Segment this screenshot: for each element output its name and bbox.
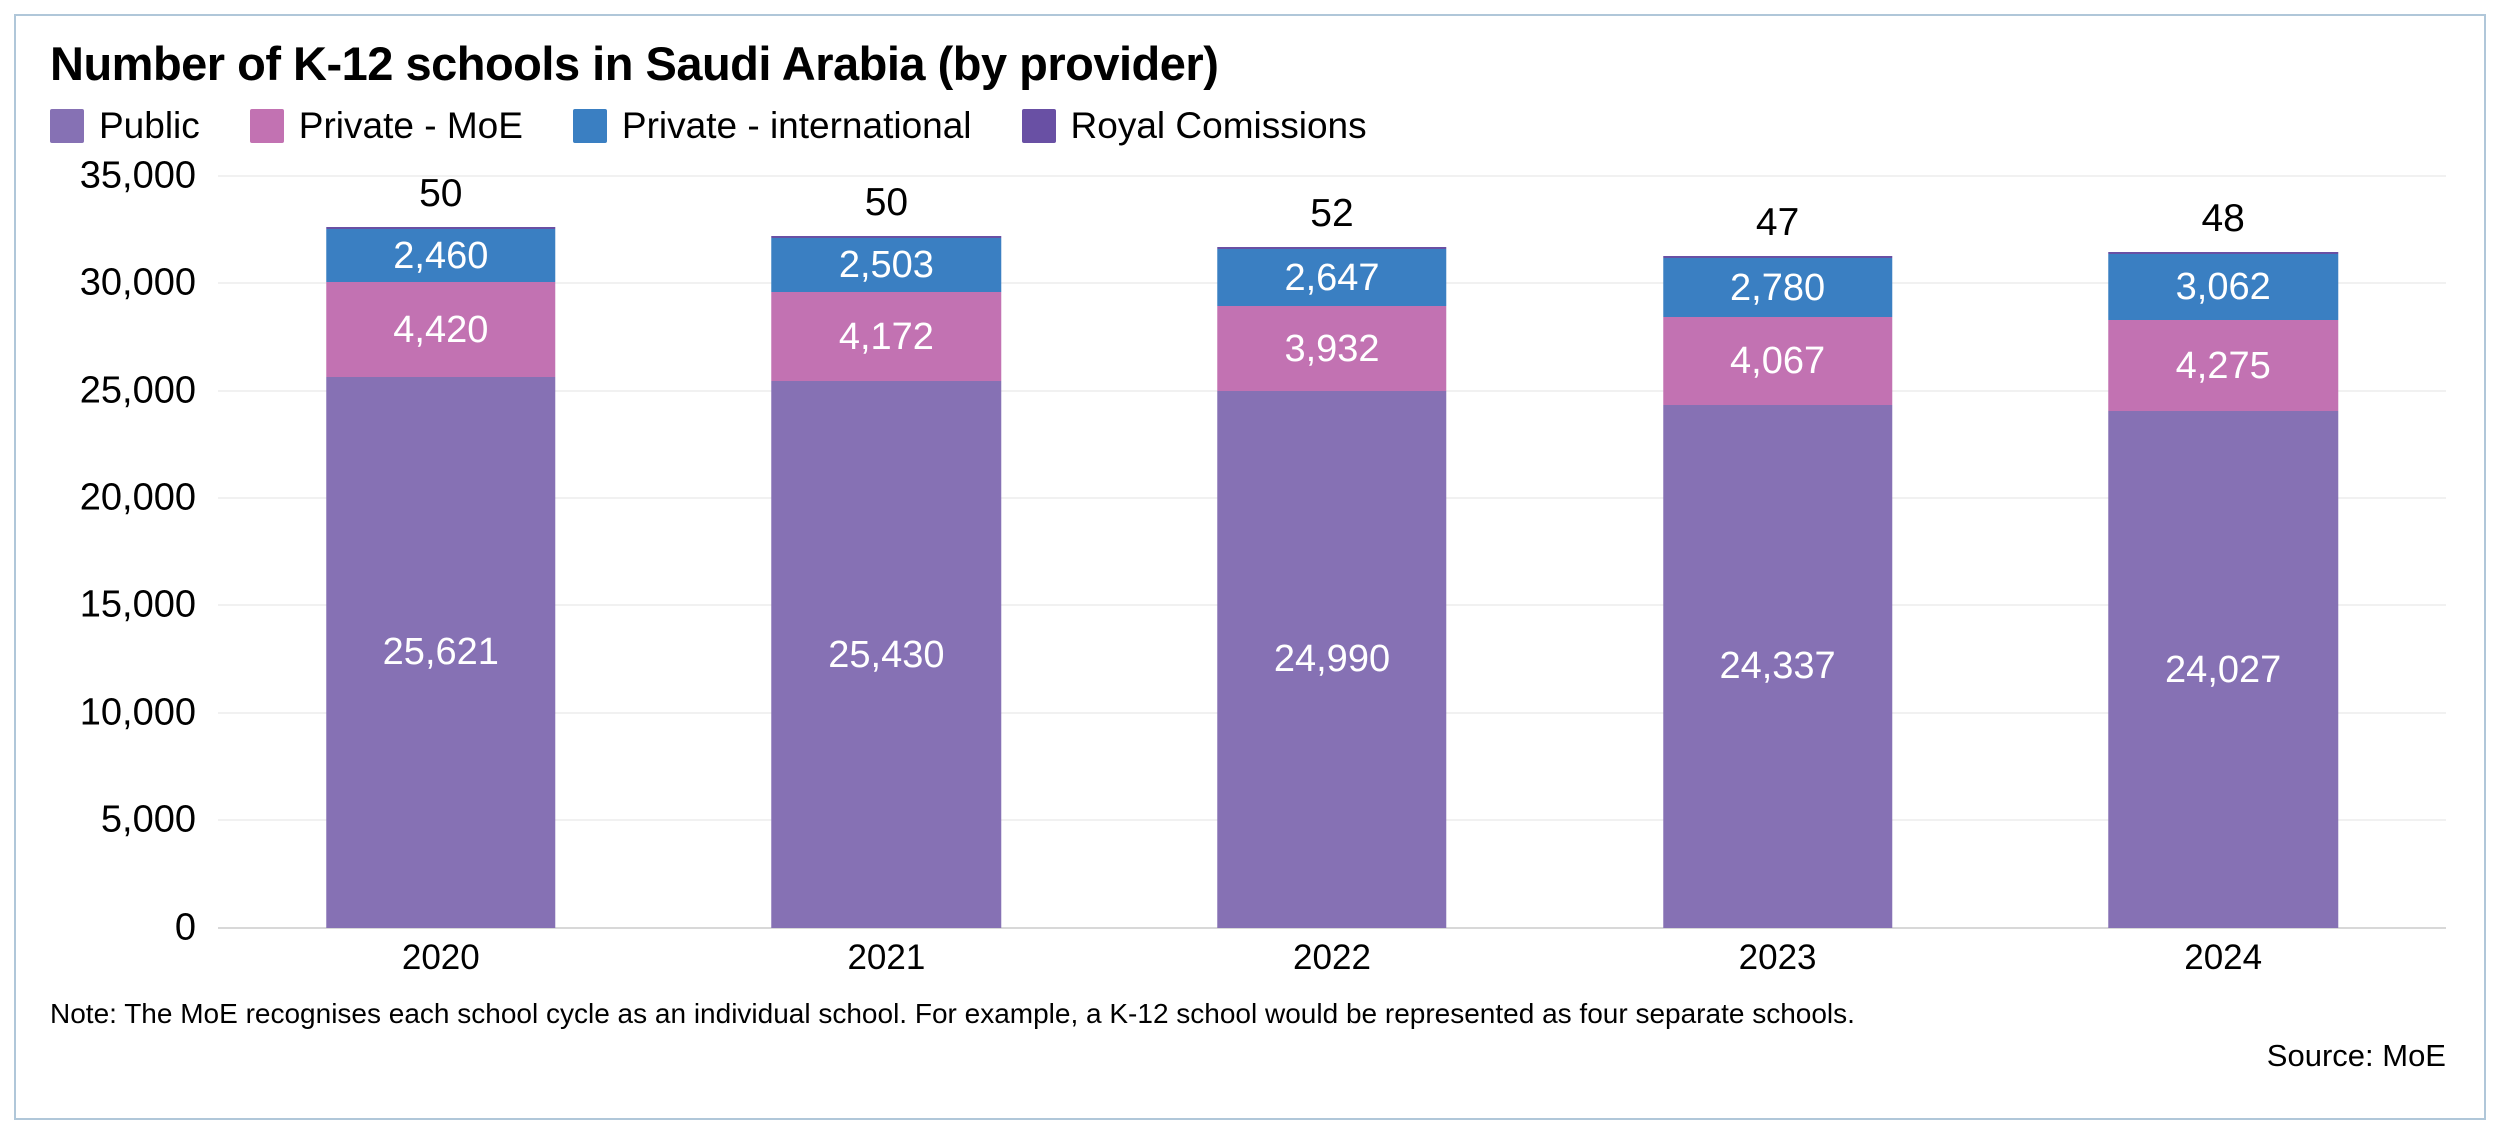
bar-stack-2022: 24,990 3,932 2,647: [1217, 247, 1447, 928]
bar-segment-public-2023: 24,337: [1662, 404, 1893, 928]
bar-value-label: 25,621: [382, 631, 499, 674]
legend-item-label: Royal Comissions: [1070, 104, 1367, 146]
bar-value-label: 24,990: [1273, 638, 1391, 681]
bar-value-label: 24,337: [1719, 645, 1836, 688]
bar-segment-private-international-2022: 2,647: [1217, 249, 1447, 307]
bar-top-label: 48: [2201, 196, 2245, 240]
x-tick-label-2023: 2023: [1738, 937, 1817, 977]
bar-value-label: 2,647: [1284, 256, 1380, 299]
bar-value-label: 3,932: [1284, 327, 1380, 370]
bar-segment-private-international-2021: 2,503: [771, 237, 1002, 292]
bar-column-2022: 52 24,990 3,932 2,647: [1109, 176, 1555, 928]
bar-segment-private-moe-2024: 4,275: [2108, 319, 2338, 412]
legend-item-label: Private - international: [621, 104, 972, 146]
bar-segment-private-moe-2023: 4,067: [1662, 317, 1893, 405]
y-tick-label: 15,000: [79, 583, 196, 626]
chart-footer: Note: The MoE recognises each school cyc…: [50, 990, 2446, 1076]
bar-stack-2023: 24,337 4,067 2,780: [1662, 255, 1893, 928]
bar-value-label: 3,062: [2175, 265, 2271, 308]
plot-wrap: 50 25,621 4,420 2,460 50 25,430 4,172 2,503 52 24…: [218, 172, 2446, 982]
chart-title: Number of K-12 schools in Saudi Arabia (…: [50, 37, 1219, 90]
legend: Public Private - MoE Private - internation…: [50, 104, 2446, 148]
chart-area: 0 5,000 10,000 15,000 20,000 25,000 30,000 35,0…: [50, 154, 2446, 982]
bar-column-2020: 50 25,621 4,420 2,460: [218, 172, 664, 928]
bar-top-label: 50: [419, 172, 463, 216]
bar-segment-royal-comissions-2023: [1662, 255, 1893, 258]
bar-stack-2024: 24,027 4,275 3,062: [2108, 251, 2338, 928]
bar-column-2024: 48 24,027 4,275 3,062: [2000, 176, 2446, 928]
y-tick-label: 5,000: [100, 798, 196, 841]
bar-value-label: 2,780: [1730, 266, 1826, 309]
y-tick-label: 20,000: [79, 476, 196, 519]
bar-segment-royal-comissions-2022: [1217, 247, 1447, 250]
bar-value-label: 2,503: [838, 243, 934, 286]
chart-card: Number of K-12 schools in Saudi Arabia (…: [14, 14, 2486, 1120]
x-axis: 2020 2021 2022 2023 2024: [218, 938, 2446, 982]
gridline: [218, 174, 2446, 177]
y-tick-label: 10,000: [79, 691, 196, 734]
x-tick-label-2024: 2024: [2184, 937, 2263, 977]
bar-value-label: 4,275: [2175, 344, 2271, 387]
bar-segment-private-moe-2022: 3,932: [1217, 306, 1447, 391]
bar-top-label: 50: [864, 180, 909, 224]
plot-area: 50 25,621 4,420 2,460 50 25,430 4,172 2,503 52 24…: [218, 172, 2446, 929]
bar-value-label: 2,460: [393, 234, 489, 277]
legend-swatch-icon: [249, 108, 284, 143]
bar-value-label: 25,430: [828, 633, 945, 676]
legend-swatch-icon: [572, 108, 607, 143]
y-tick-label: 30,000: [79, 261, 196, 304]
bar-segment-royal-comissions-2024: [2108, 251, 2338, 254]
legend-item-label: Private - MoE: [298, 104, 523, 146]
bar-value-label: 4,420: [393, 308, 489, 351]
x-tick-label-2022: 2022: [1293, 937, 1371, 977]
bar-segment-public-2020: 25,621: [326, 377, 556, 928]
y-tick-label: 25,000: [79, 369, 196, 412]
bar-segment-public-2024: 24,027: [2108, 411, 2338, 928]
footnote: Note: The MoE recognises each school cyc…: [50, 997, 1855, 1029]
bar-top-label: 52: [1310, 192, 1354, 236]
bar-segment-private-moe-2020: 4,420: [326, 282, 556, 378]
bar-column-2023: 47 24,337 4,067 2,780: [1555, 176, 2001, 928]
bar-segment-royal-comissions-2020: [326, 227, 556, 230]
x-tick-label-2021: 2021: [847, 937, 926, 977]
source-label: Source: MoE: [2266, 1037, 2446, 1073]
bar-value-label: 4,172: [838, 315, 934, 358]
bar-column-2021: 50 25,430 4,172 2,503: [664, 176, 1110, 928]
legend-swatch-icon: [50, 108, 84, 143]
y-tick-label: 35,000: [79, 154, 196, 197]
bar-segment-private-international-2024: 3,062: [2108, 253, 2338, 320]
legend-item-royal-comissions: Royal Comissions: [1021, 104, 1367, 147]
bar-stack-2021: 25,430 4,172 2,503: [771, 235, 1002, 928]
bar-stack-2020: 25,621 4,420 2,460: [326, 227, 556, 928]
bar-segment-royal-comissions-2021: [771, 235, 1002, 238]
bar-segment-private-moe-2021: 4,172: [771, 291, 1002, 382]
bar-top-label: 47: [1755, 200, 1800, 244]
y-tick-label: 0: [174, 906, 196, 949]
x-tick-label-2020: 2020: [401, 937, 480, 977]
y-axis: 0 5,000 10,000 15,000 20,000 25,000 30,000 35,0…: [50, 154, 218, 948]
legend-item-private-moe: Private - MoE: [249, 104, 523, 147]
bar-value-label: 24,027: [2165, 648, 2282, 691]
bar-segment-private-international-2023: 2,780: [1662, 257, 1893, 318]
bar-value-label: 4,067: [1730, 340, 1826, 383]
bar-segment-private-international-2020: 2,460: [326, 229, 556, 283]
legend-swatch-icon: [1021, 108, 1056, 143]
bar-segment-public-2022: 24,990: [1217, 390, 1447, 928]
legend-item-label: Public: [99, 104, 200, 146]
legend-item-private-international: Private - international: [572, 104, 972, 147]
bar-segment-public-2021: 25,430: [771, 381, 1002, 928]
x-axis-baseline: [218, 926, 2446, 929]
legend-item-public: Public: [50, 105, 200, 147]
